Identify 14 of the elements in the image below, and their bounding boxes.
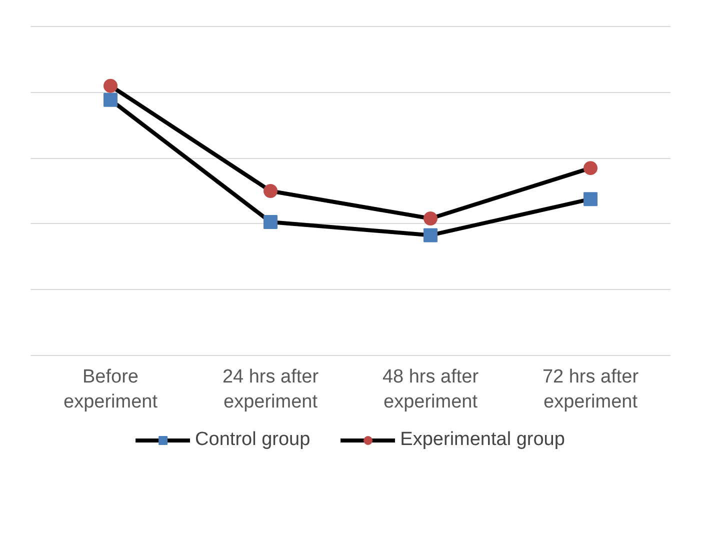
point xyxy=(424,212,438,226)
x-tick-label: 24 hrs after experiment xyxy=(222,366,320,413)
x-tick-label: Before experiment xyxy=(64,366,158,413)
x-tick-label: 48 hrs after experiment xyxy=(382,366,480,413)
point xyxy=(104,92,118,107)
point xyxy=(264,215,278,230)
point xyxy=(584,161,598,176)
point xyxy=(264,184,278,198)
legend-label: Experimental group xyxy=(400,429,565,451)
point xyxy=(104,78,118,93)
point xyxy=(584,192,598,206)
point xyxy=(424,228,438,242)
x-tick-label: 72 hrs after experiment xyxy=(542,366,640,413)
legend-label: Control group xyxy=(195,429,310,451)
